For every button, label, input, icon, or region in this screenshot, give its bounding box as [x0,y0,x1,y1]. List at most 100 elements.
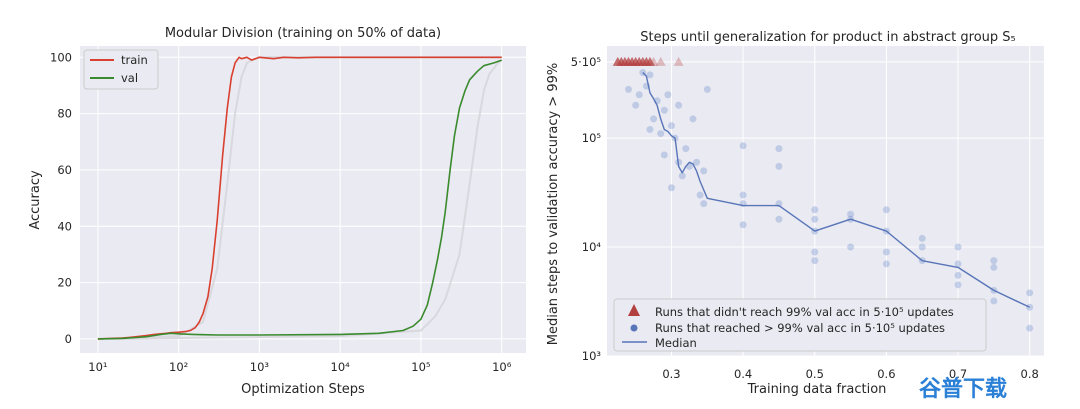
reached-run-point [990,263,998,271]
reached-run-point [811,257,819,265]
reached-run-point [954,271,962,279]
right-y-tick-label: 10⁴ [582,240,602,254]
right-y-tick-label: 5·10⁵ [571,55,602,69]
left-x-tick-label: 10⁵ [411,360,431,374]
reached-run-point [646,125,654,133]
steps-until-generalization-chart: 0.3 0.4 0.5 0.6 0.7 0.8 10³ 10⁴ 10⁵ 5·10⁵ Steps … [546,30,1044,397]
val-curve [97,59,502,340]
reached-run-point [675,101,683,109]
not-reached-run-marker [648,56,659,66]
reached-run-point [990,297,998,305]
right-y-tick-label: 10³ [582,349,602,363]
right-y-ticks: 10³ 10⁴ 10⁵ 5·10⁵ [571,55,602,363]
reached-run-point [1026,324,1034,332]
reached-run-point [660,151,668,159]
legend-not-reached-marker [628,304,640,316]
reached-run-point [678,172,686,180]
right-legend-box [613,298,987,352]
left-x-tick-label: 10¹ [88,360,107,374]
left-x-axis-label: Optimization Steps [241,382,365,397]
right-x-tick-label: 0.5 [806,367,824,381]
reached-run-point [689,115,697,123]
right-x-tick-label: 0.8 [1021,367,1039,381]
reached-run-point [954,281,962,289]
reached-run-point [954,243,962,251]
right-x-tick-label: 0.6 [877,367,895,381]
left-y-tick-label: 20 [57,276,72,290]
left-y-axis-label: Accuracy [28,170,43,230]
legend-not-reached-label: Runs that didn't reach 99% val acc in 5·… [655,305,954,319]
left-x-tick-label: 10³ [250,360,270,374]
right-x-tick-label: 0.3 [662,367,680,381]
reached-run-point [811,215,819,223]
reached-run-point [954,260,962,268]
left-y-tick-label: 40 [57,219,72,233]
left-legend: train val [83,49,159,90]
left-ghost-curve [97,59,503,340]
legend-val-label: val [121,71,138,85]
reached-run-point [775,215,783,223]
right-y-axis-label: Median steps to validation accuracy > 99… [546,63,561,345]
reached-run-point [696,191,704,199]
right-x-tick-label: 0.7 [949,367,967,381]
reached-run-point [918,234,926,242]
reached-run-point [657,130,665,138]
left-y-tick-label: 100 [50,50,72,64]
reached-run-point [664,91,672,99]
right-x-axis-label: Training data fraction [747,382,887,397]
reached-run-point [882,260,890,268]
reached-run-point [775,145,783,153]
reached-run-point [624,85,632,93]
legend-reached-marker [630,324,638,332]
left-plot-area [80,46,526,353]
reached-run-point [775,162,783,170]
legend-reached-label: Runs that reached > 99% val acc in 5·10⁵… [655,321,945,335]
reached-run-point [660,106,668,114]
not-reached-run-marker [644,56,655,66]
right-not-reached-markers [612,56,684,66]
left-x-tick-label: 10² [169,360,188,374]
reached-run-point [700,200,708,208]
reached-run-point [667,122,675,130]
left-y-tick-label: 80 [57,107,72,121]
reached-run-point [739,191,747,199]
right-x-ticks: 0.3 0.4 0.5 0.6 0.7 0.8 [662,367,1038,381]
reached-run-point [882,248,890,256]
reached-run-point [739,221,747,229]
reached-run-point [811,206,819,214]
right-chart-title: Steps until generalization for product i… [640,30,1016,45]
left-y-ticks: 0 20 40 60 80 100 [50,50,72,346]
not-reached-run-marker [673,56,684,66]
right-reached-points [624,68,1034,332]
reached-run-point [918,243,926,251]
left-x-tick-label: 10⁶ [492,360,512,374]
right-legend: Runs that didn't reach 99% val acc in 5·… [613,298,987,352]
reached-run-point [811,248,819,256]
right-median-line [642,72,1030,308]
reached-run-point [667,184,675,192]
left-y-tick-label: 0 [65,332,72,346]
reached-run-point [632,101,640,109]
left-chart-title: Modular Division (training on 50% of dat… [165,26,441,41]
reached-run-point [703,85,711,93]
reached-run-point [990,257,998,265]
left-x-ticks: 10¹ 10² 10³ 10⁴ 10⁵ 10⁶ [88,360,511,374]
reached-run-point [739,142,747,150]
median-line [642,72,1030,308]
left-x-tick-label: 10⁴ [331,360,351,374]
reached-run-point [847,243,855,251]
reached-run-point [682,145,690,153]
not-reached-run-marker [655,56,666,66]
legend-train-label: train [121,53,148,67]
right-x-tick-label: 0.4 [734,367,752,381]
reached-run-point [635,91,643,99]
modular-division-chart: 10¹ 10² 10³ 10⁴ 10⁵ 10⁶ 0 20 40 60 80 100 Modular … [28,26,526,397]
left-y-tick-label: 60 [57,163,72,177]
reached-run-point [847,210,855,218]
reached-run-point [646,71,654,79]
reached-run-point [693,158,701,166]
reached-run-point [650,115,658,123]
legend-median-label: Median [655,336,697,350]
left-series-lines [97,56,502,340]
